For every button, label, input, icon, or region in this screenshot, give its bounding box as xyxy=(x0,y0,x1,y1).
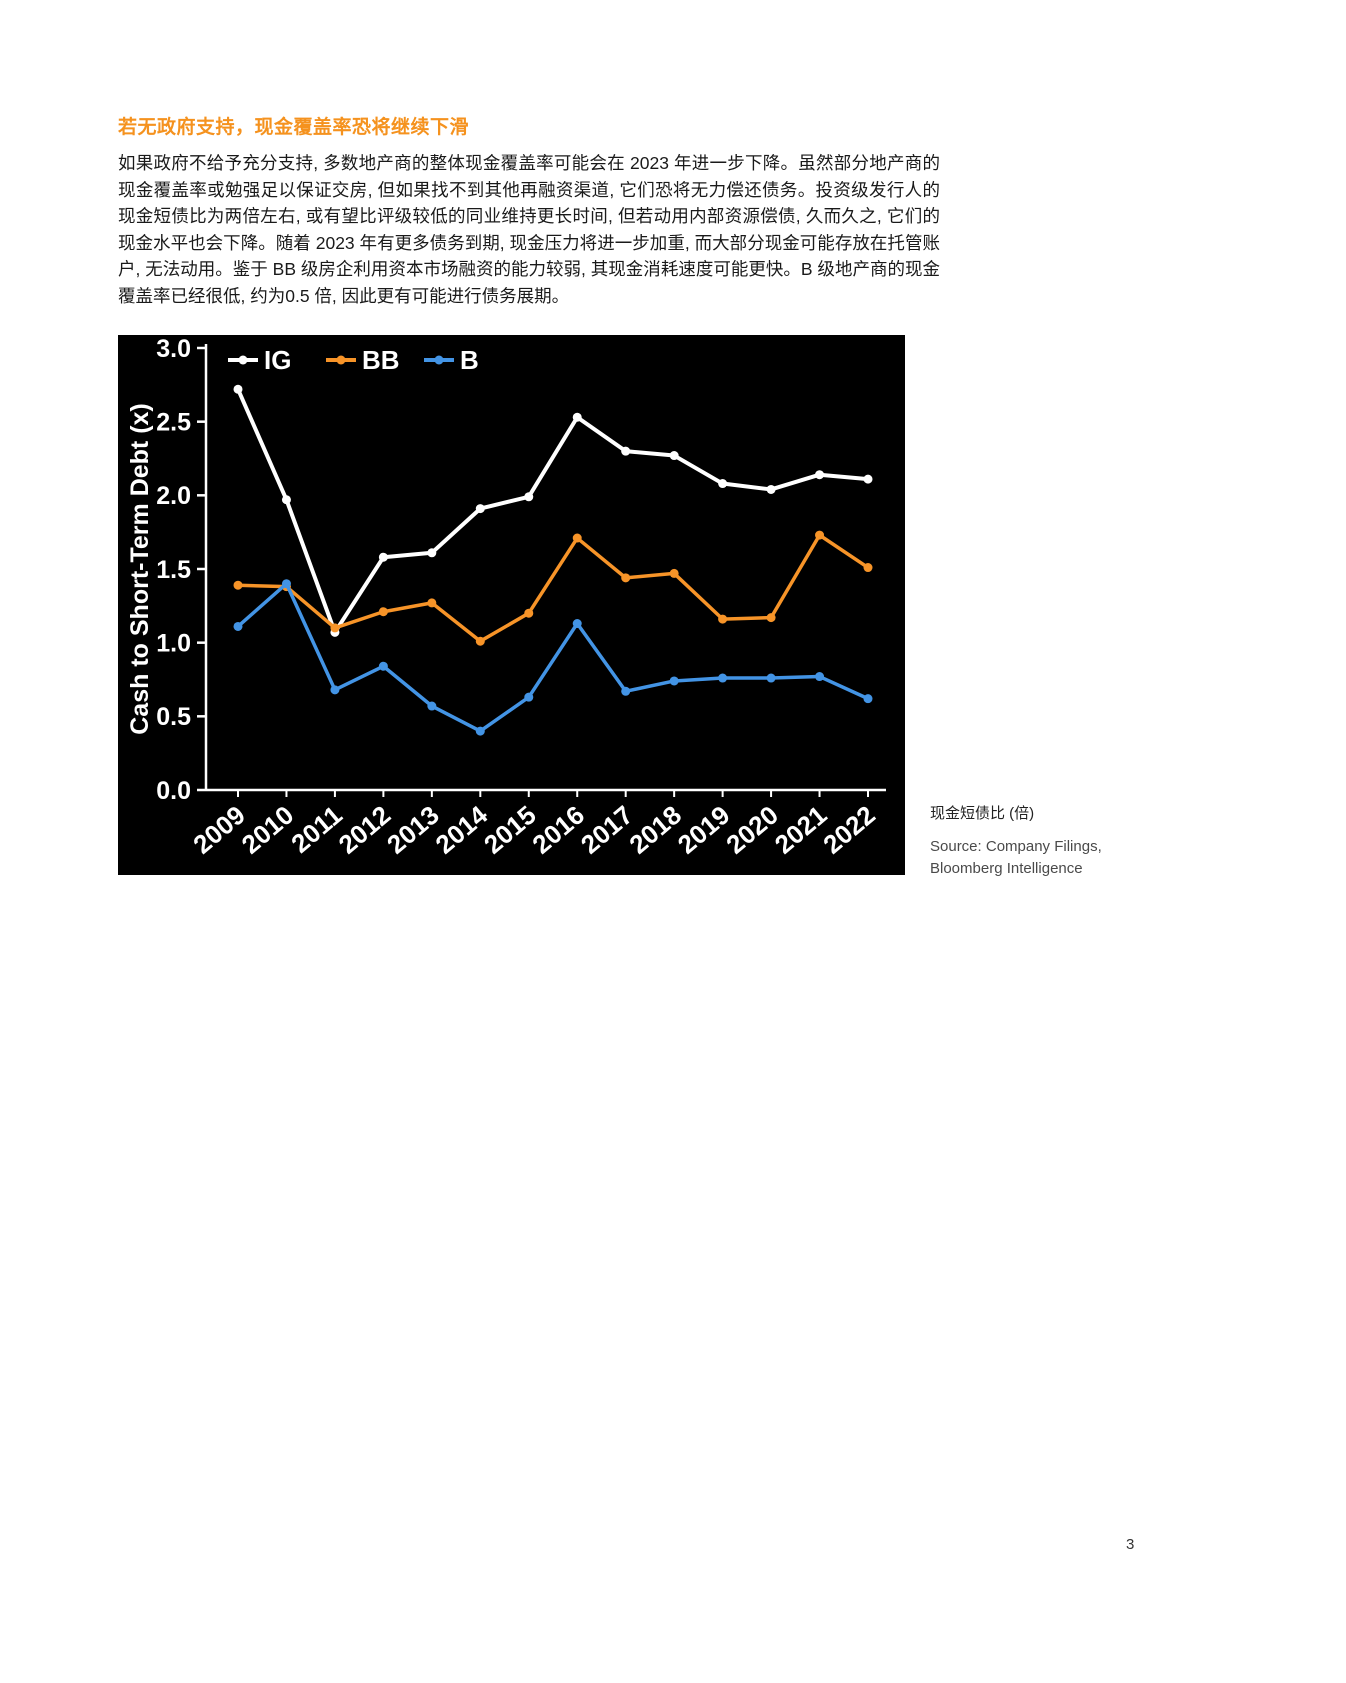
series-point-IG xyxy=(669,451,679,461)
page-number: 3 xyxy=(1126,1536,1135,1553)
body-paragraph: 如果政府不给予充分支持, 多数地产商的整体现金覆盖率可能会在 2023 年进一步… xyxy=(118,153,940,306)
series-point-BB xyxy=(330,623,340,633)
x-tick-label: 2012 xyxy=(333,800,397,860)
series-point-B xyxy=(815,672,825,682)
x-tick-label: 2016 xyxy=(526,800,590,860)
x-tick-label: 2022 xyxy=(817,800,881,860)
series-point-IG xyxy=(572,412,582,422)
series-point-B xyxy=(524,692,534,702)
legend-label-BB: BB xyxy=(362,345,400,375)
series-point-IG xyxy=(766,484,776,494)
series-point-BB xyxy=(718,614,728,624)
series-point-BB xyxy=(378,607,388,617)
series-point-BB xyxy=(766,613,776,623)
series-point-BB xyxy=(815,530,825,540)
series-point-B xyxy=(475,726,485,736)
chart-caption: 现金短债比 (倍) xyxy=(930,805,1035,822)
series-point-B xyxy=(766,673,776,683)
series-point-IG xyxy=(475,504,485,514)
series-point-B xyxy=(718,673,728,683)
y-axis-title: Cash to Short-Term Debt (x) xyxy=(126,403,154,735)
series-point-BB xyxy=(524,608,534,618)
section-heading: 若无政府支持，现金覆盖率恐将继续下滑 xyxy=(118,117,470,138)
x-tick-label: 2013 xyxy=(381,800,445,860)
series-point-B xyxy=(330,685,340,695)
series-point-IG xyxy=(281,495,291,505)
series-line-B xyxy=(236,581,870,733)
series-point-BB xyxy=(233,580,243,590)
series-line-IG xyxy=(236,387,870,635)
x-tick-label: 2015 xyxy=(478,800,542,860)
series-point-B xyxy=(572,619,582,629)
x-tick-label: 2021 xyxy=(769,800,833,860)
series-point-BB xyxy=(475,636,485,646)
x-tick-label: 2017 xyxy=(575,800,639,860)
y-tick-label: 2.0 xyxy=(156,482,191,510)
y-tick-label: 2.5 xyxy=(156,408,191,436)
series-point-IG xyxy=(621,446,631,456)
series-point-BB xyxy=(669,568,679,578)
series-point-B xyxy=(669,676,679,686)
legend-marker-IG xyxy=(238,355,248,365)
x-tick-label: 2014 xyxy=(430,799,494,860)
y-tick-label: 1.0 xyxy=(156,629,191,657)
y-tick-label: 0.0 xyxy=(156,777,191,805)
series-point-B xyxy=(233,621,243,631)
line-chart: 0.0 0.5 1.0 1.5 2.0 2.5 3.0 2009 2010 2011 2012 201… xyxy=(118,335,905,875)
y-tick-label: 1.5 xyxy=(156,556,191,584)
series-point-IG xyxy=(815,470,825,480)
series-point-IG xyxy=(427,548,437,558)
series-point-B xyxy=(863,694,873,704)
series-point-BB xyxy=(572,533,582,543)
chart-svg: 0.00.51.01.52.02.53.02009201020112012201… xyxy=(126,335,886,860)
x-tick-label: 2009 xyxy=(187,800,251,860)
series-point-B xyxy=(427,701,437,711)
legend-label-IG: IG xyxy=(264,345,291,375)
y-tick-label: 3.0 xyxy=(156,335,191,363)
x-tick-label: 2020 xyxy=(720,800,784,860)
series-point-BB xyxy=(863,563,873,573)
legend-marker-B xyxy=(434,355,444,365)
legend-marker-BB xyxy=(336,355,346,365)
x-tick-label: 2018 xyxy=(623,800,687,860)
series-line-BB xyxy=(236,533,870,643)
chart-source-line2: Bloomberg Intelligence xyxy=(930,860,1083,877)
chart-source-line1: Source: Company Filings, xyxy=(930,838,1102,855)
series-point-IG xyxy=(718,479,728,489)
series-point-BB xyxy=(427,598,437,608)
series-point-IG xyxy=(233,384,243,394)
y-tick-label: 0.5 xyxy=(156,703,191,731)
series-point-IG xyxy=(524,492,534,502)
x-tick-label: 2010 xyxy=(236,800,300,860)
chart-source: Source: Company Filings, Bloomberg Intel… xyxy=(930,836,1102,880)
series-point-IG xyxy=(378,552,388,562)
series-point-BB xyxy=(621,573,631,583)
series-point-IG xyxy=(863,474,873,484)
series-point-B xyxy=(621,686,631,696)
series-point-B xyxy=(378,661,388,671)
series-point-B xyxy=(281,579,291,589)
x-tick-label: 2019 xyxy=(672,800,736,860)
x-tick-label: 2011 xyxy=(285,800,347,859)
legend-label-B: B xyxy=(460,345,479,375)
